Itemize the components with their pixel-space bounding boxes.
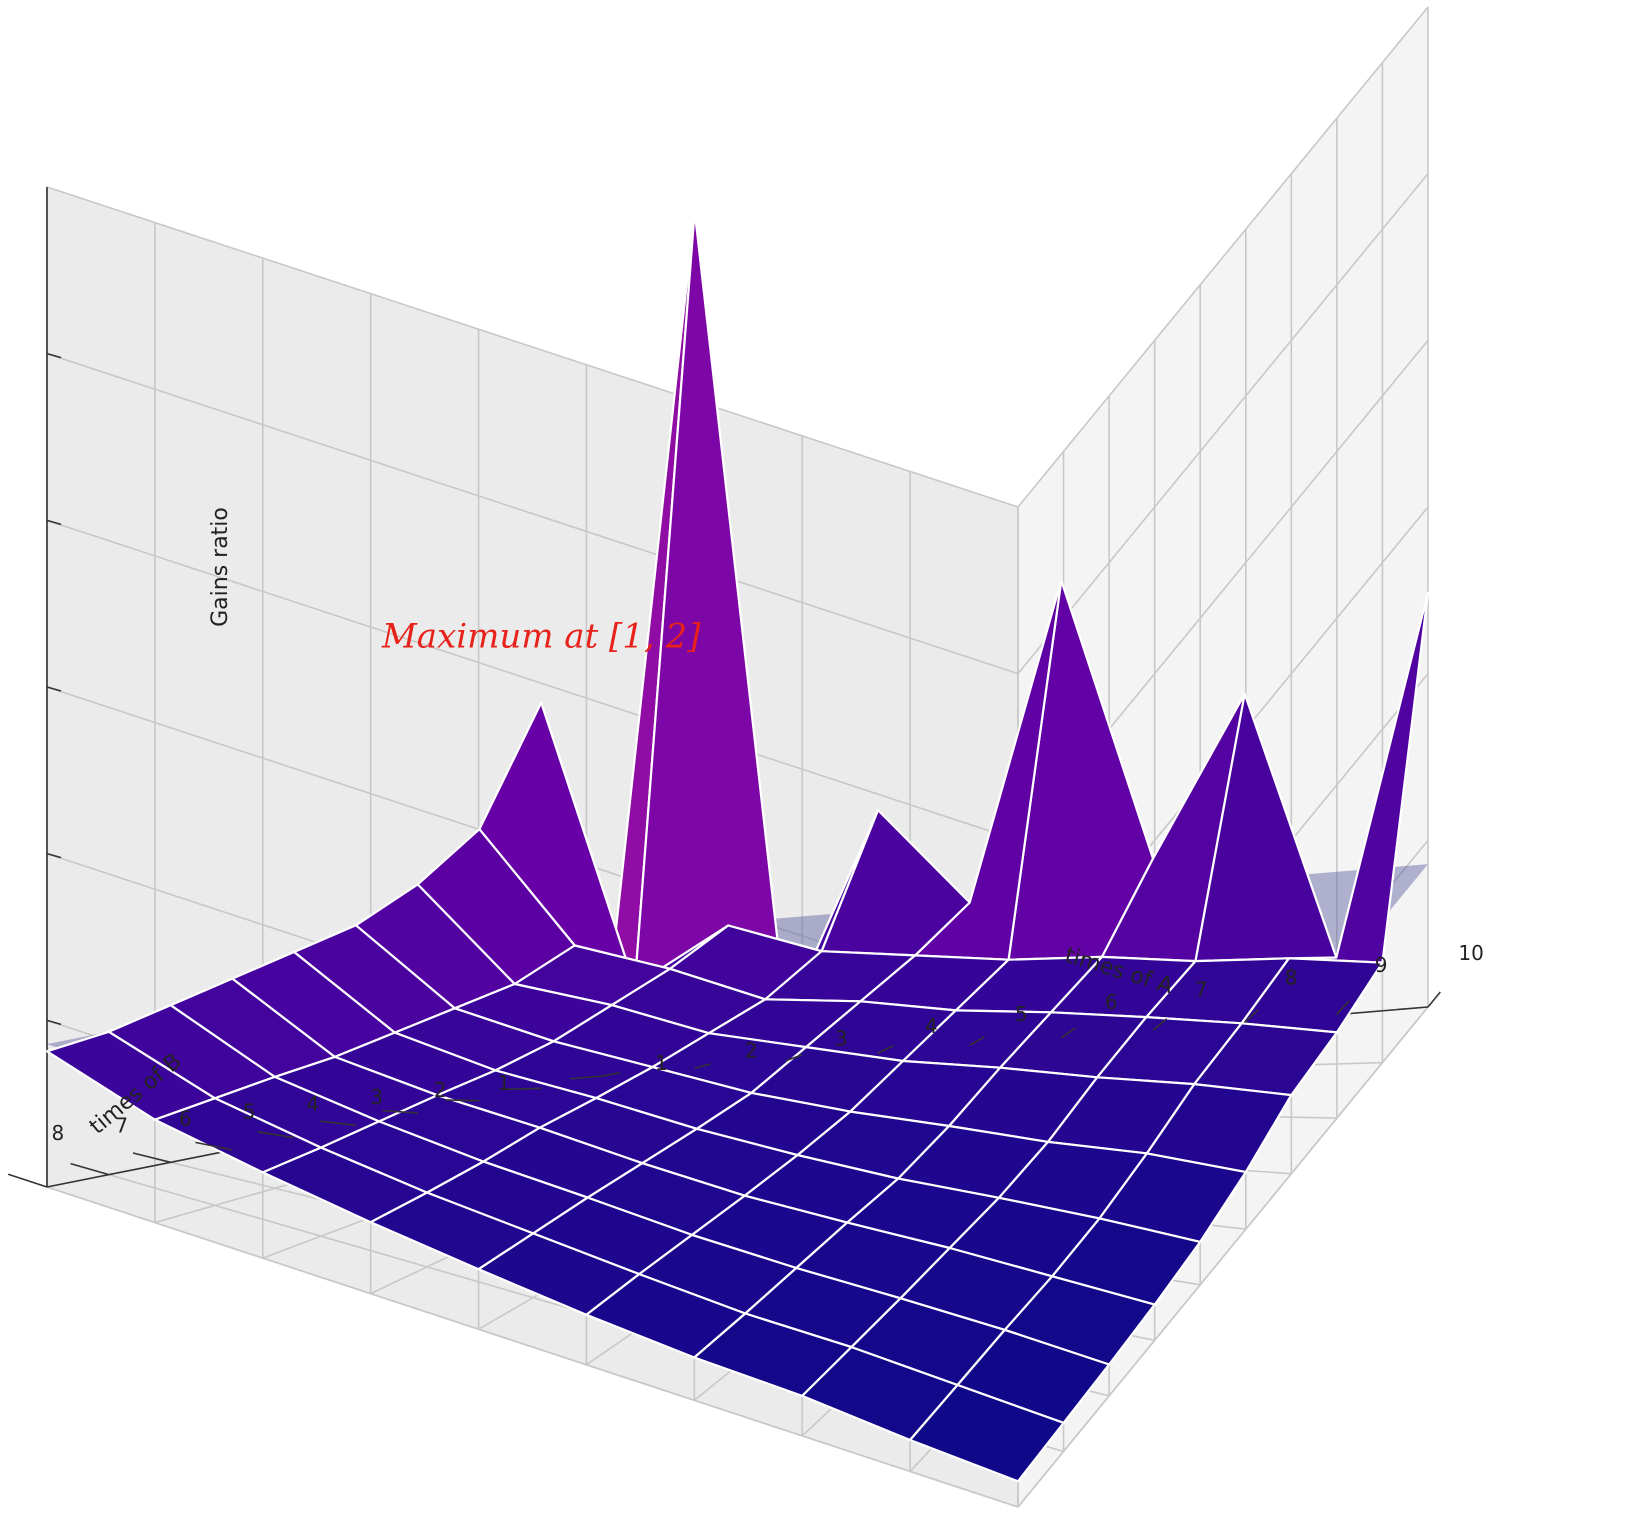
grid-line-side-z	[1017, 6, 1429, 508]
y-tick	[569, 1075, 604, 1080]
x-tick	[786, 1053, 803, 1062]
y-tick	[320, 1120, 356, 1127]
y-tick-label: 1	[498, 1071, 511, 1095]
x-tick	[694, 1062, 712, 1070]
z-tick	[46, 852, 62, 859]
x-tick	[1060, 1027, 1077, 1039]
surface-patch	[908, 1383, 1065, 1483]
y-tick-label: 3	[370, 1085, 383, 1109]
grid-line-side-z	[1017, 1006, 1429, 1508]
z-tick	[46, 1019, 62, 1026]
z-tick	[46, 519, 62, 526]
maximum-annotation: Maximum at [1, 2]	[381, 617, 701, 657]
x-tick-label: 9	[1375, 953, 1388, 977]
x-tick-label: 5	[1015, 1002, 1028, 1026]
y-tick	[195, 1141, 233, 1151]
x-tick	[1152, 1018, 1168, 1031]
surface-mesh	[45, 210, 1430, 1483]
x-tick	[1427, 991, 1441, 1008]
grid-line-side-z	[1017, 173, 1429, 675]
x-tick-label: 8	[1285, 965, 1298, 989]
y-tick	[7, 1173, 48, 1188]
y-tick	[382, 1109, 418, 1114]
z-axis-label: Gains ratio	[208, 507, 233, 627]
x-tick-label: 4	[925, 1014, 938, 1038]
x-tick-label: 6	[1105, 990, 1118, 1014]
x-tick-label: 7	[1195, 978, 1208, 1002]
x-tick-label: 2	[745, 1039, 758, 1063]
y-tick-label: 9	[0, 1128, 1, 1152]
x-tick-label: 3	[835, 1026, 848, 1050]
y-tick	[257, 1130, 295, 1139]
x-tick	[969, 1036, 985, 1047]
y-tick-label: 4	[306, 1092, 319, 1116]
x-tick-label: 1	[655, 1051, 668, 1075]
x-tick	[877, 1045, 894, 1054]
y-tick	[507, 1087, 542, 1091]
axis-ticks: 1234567891012345678910	[0, 352, 1484, 1188]
y-tick-label: 5	[243, 1099, 256, 1123]
y-tick-label: 7	[115, 1114, 128, 1138]
z-tick	[46, 352, 62, 359]
y-tick-label: 6	[179, 1107, 192, 1131]
grid-line-back-z	[46, 1186, 1019, 1508]
y-tick-label: 2	[434, 1078, 447, 1102]
x-tick	[1244, 1009, 1259, 1023]
x-tick-label: 10	[1458, 941, 1483, 965]
x-tick	[1335, 1000, 1350, 1016]
y-tick	[445, 1099, 480, 1102]
z-tick	[46, 686, 62, 692]
grid-line-back-z	[46, 352, 1019, 675]
y-tick	[132, 1152, 171, 1164]
y-tick-label: 8	[52, 1121, 65, 1145]
y-tick	[70, 1162, 110, 1176]
grid-line-back-z	[46, 519, 1019, 842]
x-tick	[602, 1071, 620, 1077]
grid-line-back-z	[46, 186, 1019, 508]
